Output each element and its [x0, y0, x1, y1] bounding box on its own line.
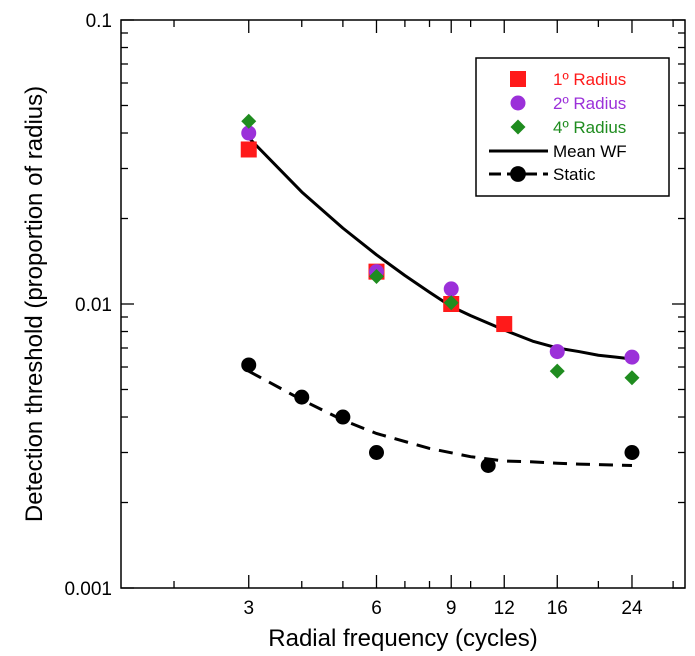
legend-marker-1: [510, 95, 526, 111]
static-point: [480, 457, 496, 473]
mean-wf-curve: [247, 136, 633, 361]
radius-point-1: [241, 125, 257, 141]
data-markers: [240, 113, 640, 473]
radius-point-2: [624, 370, 640, 386]
fit-curves: [247, 136, 633, 467]
radius-point-2: [549, 363, 565, 379]
static-point: [294, 389, 310, 405]
radius-point-2: [368, 268, 384, 284]
radius-point-1: [624, 349, 640, 365]
x-tick-label: 24: [621, 598, 643, 619]
legend-label: Mean WF: [553, 142, 627, 161]
legend-label: 2º Radius: [553, 94, 626, 113]
static-point: [335, 409, 351, 425]
radius-point-2: [443, 295, 459, 311]
y-axis-title: Detection threshold (proportion of radiu…: [21, 86, 48, 522]
y-tick-label: 0.001: [64, 579, 112, 600]
y-tick-label: 0.01: [75, 295, 112, 316]
x-tick-label: 16: [547, 598, 568, 619]
tick-labels: 0.001 0.01 0.1 3 6 9 12 16 24: [64, 11, 643, 619]
axis-ticks: [121, 19, 685, 589]
y-tick-label: 0.1: [86, 11, 112, 32]
static-curve: [248, 369, 633, 467]
x-axis-title: Radial frequency (cycles): [268, 625, 537, 652]
static-point: [241, 357, 257, 373]
legend-label: 1º Radius: [553, 70, 626, 89]
legend-marker-static: [510, 166, 526, 182]
radius-point-1: [443, 281, 459, 297]
x-tick-label: 3: [243, 598, 254, 619]
radius-point-1: [549, 344, 565, 360]
x-tick-label: 6: [371, 598, 382, 619]
legend-marker-0: [510, 71, 526, 87]
radius-point-2: [241, 113, 257, 129]
legend-marker-2: [510, 119, 526, 135]
legend-label: Static: [553, 165, 596, 184]
legend: 1º Radius 2º Radius 4º Radius Mean WF Static: [475, 57, 670, 197]
x-tick-label: 9: [446, 598, 457, 619]
legend-label: 4º Radius: [553, 118, 626, 137]
radius-point-0: [240, 141, 257, 158]
static-point: [624, 444, 640, 460]
radius-point-0: [496, 316, 513, 333]
static-point: [368, 444, 384, 460]
x-tick-label: 12: [494, 598, 515, 619]
